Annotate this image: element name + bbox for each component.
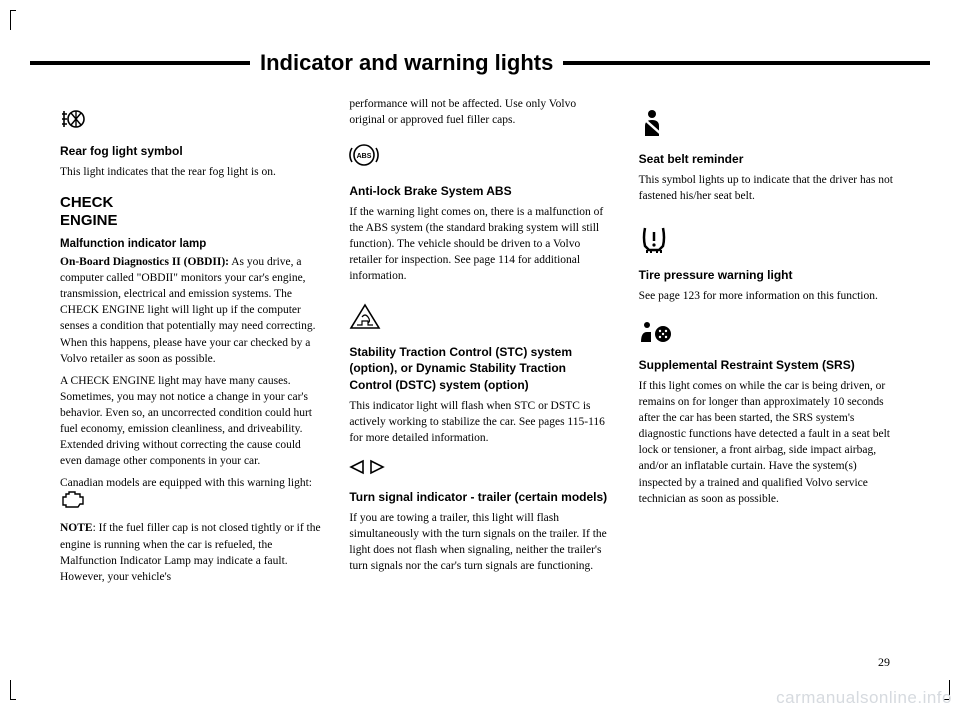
tire-text: See page 123 for more information on thi… <box>639 288 900 304</box>
seatbelt-text: This symbol lights up to indicate that t… <box>639 172 900 204</box>
page-title: Indicator and warning lights <box>250 50 563 76</box>
obdii-paragraph: On-Board Diagnostics II (OBDII): As you … <box>60 254 321 367</box>
column-3: Seat belt reminder This symbol lights up… <box>639 96 900 591</box>
stc-text: This indicator light will flash when STC… <box>349 398 610 446</box>
abs-text: If the warning light comes on, there is … <box>349 204 610 284</box>
srs-title: Supplemental Restraint System (SRS) <box>639 357 900 374</box>
column-1: Rear fog light symbol This light indicat… <box>60 96 321 591</box>
seatbelt-title: Seat belt reminder <box>639 151 900 168</box>
rear-fog-title: Rear fog light symbol <box>60 143 321 160</box>
check-engine-p2: A CHECK ENGINE light may have many cause… <box>60 373 321 470</box>
stc-title: Stability Traction Control (STC) system … <box>349 344 610 394</box>
tire-pressure-icon <box>639 224 900 259</box>
trailer-text: If you are towing a trailer, this light … <box>349 510 610 574</box>
col2-top-text: performance will not be affected. Use on… <box>349 96 610 128</box>
svg-text:ABS: ABS <box>357 153 372 160</box>
check-engine-heading: CHECK ENGINE <box>60 194 321 230</box>
seatbelt-icon <box>639 108 900 143</box>
srs-text: If this light comes on while the car is … <box>639 378 900 507</box>
abs-title: Anti-lock Brake System ABS <box>349 183 610 200</box>
trailer-turn-icon <box>349 458 610 481</box>
note-paragraph: NOTE: If the fuel filler cap is not clos… <box>60 520 321 584</box>
canadian-light-paragraph: Canadian models are equipped with this w… <box>60 475 321 514</box>
rear-fog-icon <box>60 108 321 135</box>
stc-icon <box>349 303 610 336</box>
tire-title: Tire pressure warning light <box>639 267 900 284</box>
malfunction-subtitle: Malfunction indicator lamp <box>60 236 321 252</box>
engine-outline-icon <box>60 491 86 514</box>
page-number: 29 <box>878 655 890 670</box>
trailer-title: Turn signal indicator - trailer (certain… <box>349 489 610 506</box>
abs-icon: ABS <box>349 140 610 175</box>
content-columns: Rear fog light symbol This light indicat… <box>30 96 930 591</box>
srs-airbag-icon <box>639 320 900 349</box>
rear-fog-text: This light indicates that the rear fog l… <box>60 164 321 180</box>
page-frame: Indicator and warning lights Rear fog li… <box>30 20 930 680</box>
column-2: performance will not be affected. Use on… <box>349 96 610 591</box>
watermark: carmanualsonline.info <box>776 688 952 708</box>
header-rule: Indicator and warning lights <box>30 50 930 76</box>
